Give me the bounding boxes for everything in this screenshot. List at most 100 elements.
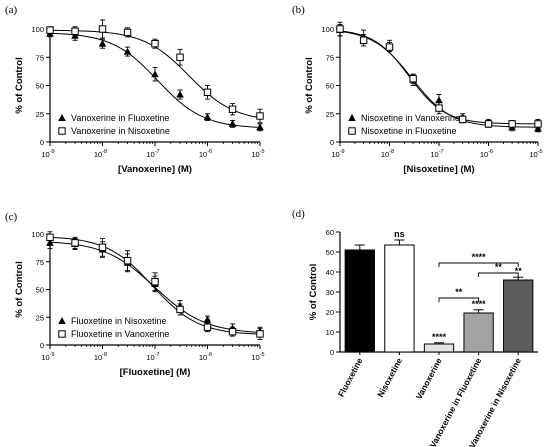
data-point-triangle (228, 119, 237, 127)
significance-label: ns (394, 229, 405, 239)
bracket-label: **** (472, 252, 487, 262)
y-tick-label: 75 (36, 53, 44, 62)
y-tick-label: 100 (321, 25, 334, 34)
x-axis-title: [Vanoxerine] (M) (118, 164, 192, 175)
y-tick-label: 75 (36, 258, 44, 267)
y-axis-title: % of Control (14, 261, 25, 317)
data-point-triangle (123, 47, 132, 55)
data-point-square (256, 330, 264, 338)
data-point-square (98, 243, 107, 252)
legend-marker-square (58, 330, 66, 338)
legend-label: Vanoxerine in Fluoxetine (71, 113, 169, 123)
significance-bracket (438, 262, 519, 267)
data-point-triangle (203, 315, 212, 323)
x-tick-label: 10-9 (41, 352, 54, 362)
x-tick-label: 10-6 (199, 352, 212, 362)
data-point-square (458, 115, 467, 124)
data-point-square (71, 27, 79, 35)
x-tick-exponent: -9 (340, 149, 345, 155)
y-tick-label: 20 (326, 308, 334, 317)
legend-marker-triangle (58, 317, 66, 324)
data-point-square (256, 112, 264, 120)
series-1 (46, 19, 264, 124)
x-tick-exponent: -6 (488, 149, 493, 155)
y-tick-label: 100 (31, 25, 44, 34)
significance-bracket (438, 297, 480, 302)
x-tick-label: 10-7 (146, 149, 159, 159)
y-tick-label: 0 (40, 138, 44, 147)
y-tick-label: 75 (326, 53, 334, 62)
panel-3: (d) 0 10 20 30 40 50 60 % of Control Fluoxetine ns… (292, 208, 538, 447)
panel-letter: (b) (292, 4, 305, 16)
series-1 (336, 21, 542, 129)
data-point-square (359, 36, 368, 44)
y-tick-label: 10 (326, 328, 334, 337)
x-tick-label: 10-7 (146, 352, 159, 362)
y-tick-label: 50 (326, 82, 334, 91)
y-tick-label: 0 (40, 341, 44, 350)
category-label: Fluoxetine (336, 356, 365, 398)
data-point-square (46, 233, 54, 242)
y-tick-label: 50 (36, 286, 44, 295)
data-point-square (203, 323, 212, 331)
significance-label: **** (472, 299, 487, 309)
x-tick-exponent: -8 (102, 352, 107, 358)
category-label: Vanoxerine (414, 356, 444, 401)
x-axis-title: [Nisoxetine] (M) (403, 164, 474, 175)
y-tick-label: 25 (326, 110, 334, 119)
data-point-square (385, 43, 394, 51)
panel-letter: (a) (5, 4, 18, 16)
legend-label: Nisoxetine in Fluoxetine (361, 126, 457, 136)
bar (503, 279, 534, 353)
data-point-square (534, 120, 542, 128)
data-point-square (435, 104, 443, 112)
x-tick-exponent: -5 (260, 352, 265, 358)
x-tick-exponent: -9 (50, 149, 55, 155)
x-tick-label: 10-5 (251, 149, 264, 159)
x-tick-exponent: -9 (50, 352, 55, 358)
x-tick-label: 10-8 (381, 149, 394, 159)
y-tick-label: 25 (36, 313, 44, 322)
data-point-square (123, 256, 132, 265)
bar (384, 244, 415, 353)
significance-label: **** (432, 332, 447, 342)
x-tick-label: 10-8 (94, 149, 107, 159)
legend-label: Vanoxerine in Nisoxetine (71, 126, 170, 136)
x-tick-exponent: -6 (207, 149, 212, 155)
y-tick-label: 0 (330, 348, 334, 357)
x-tick-exponent: -5 (538, 149, 543, 155)
panel-1: (b) 0 25 50 75 100 10-9 10-8 10-7 10-6 10-5 [Nisoxe… (292, 4, 543, 175)
data-point-triangle (176, 90, 184, 98)
panel-letter: (c) (5, 211, 18, 223)
x-axis-title: [Fluoxetine] (M) (120, 367, 191, 378)
data-point-square (203, 88, 212, 96)
x-tick-exponent: -7 (439, 149, 444, 155)
data-point-square (123, 28, 132, 37)
data-point-square (151, 278, 159, 286)
significance-bracket (478, 272, 519, 277)
data-point-square (176, 53, 184, 61)
x-tick-label: 10-6 (199, 149, 212, 159)
legend-marker-triangle (348, 114, 356, 121)
bracket-label: ** (455, 287, 463, 297)
y-axis-title: % of Control (304, 57, 315, 113)
y-tick-label: 30 (326, 288, 334, 297)
panel-2: (c) 0 25 50 75 100 10-9 10-8 10-7 10-6 10-5 [Fluoxe… (5, 211, 265, 378)
y-tick-label: 25 (36, 110, 44, 119)
data-point-square (409, 75, 417, 83)
panel-0: (a) 0 25 50 75 100 10-9 10-8 10-7 10-6 10-5 [Vanoxe… (5, 4, 265, 175)
y-tick-label: 100 (31, 230, 44, 239)
x-tick-label: 10-9 (331, 149, 344, 159)
bar (463, 312, 494, 353)
data-point-square (71, 239, 79, 247)
data-point-triangle (256, 123, 264, 131)
x-tick-exponent: -5 (260, 149, 265, 155)
legend-label: Nisoxetine in Vanoxerine (361, 113, 460, 123)
x-tick-exponent: -7 (155, 352, 160, 358)
x-tick-label: 10-5 (251, 352, 264, 362)
data-point-square (228, 105, 237, 113)
x-tick-exponent: -8 (102, 149, 107, 155)
x-tick-label: 10-9 (41, 149, 54, 159)
data-point-triangle (203, 113, 212, 121)
series-1 (46, 231, 264, 340)
